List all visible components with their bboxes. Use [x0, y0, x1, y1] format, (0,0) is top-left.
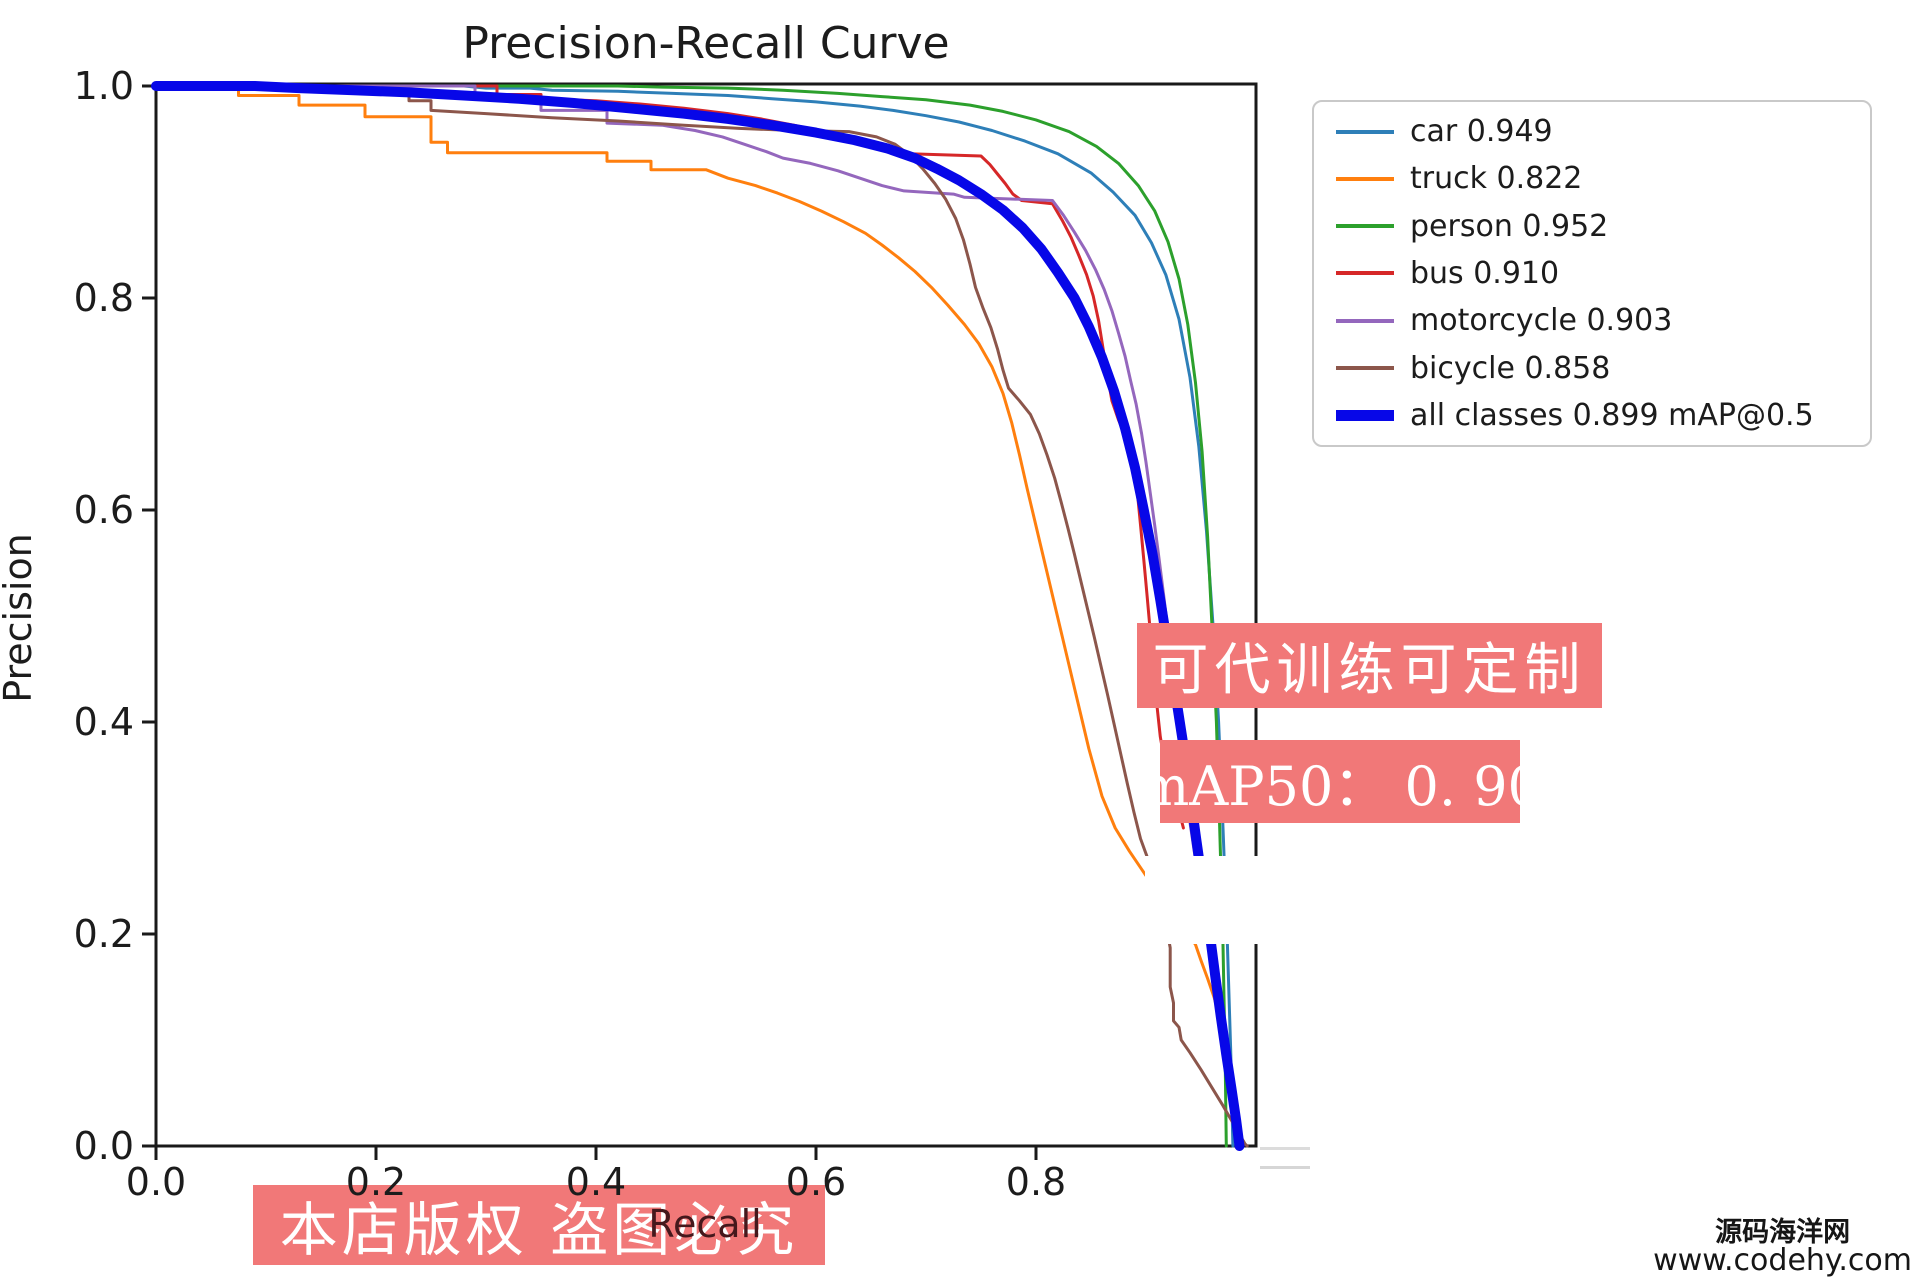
legend-label-bicycle: bicycle 0.858 — [1410, 350, 1611, 386]
watermark-banner-map50: mAP50： 0. 90 — [1138, 740, 1542, 823]
legend-label-all-classes: all classes 0.899 mAP@0.5 — [1410, 397, 1814, 433]
legend-line-sample-all-classes — [1336, 409, 1394, 421]
legend-item-motorcycle: motorcycle 0.903 — [1314, 299, 1870, 343]
x-tick-label-0.6: 0.6 — [785, 1160, 847, 1204]
legend-item-truck: truck 0.822 — [1314, 157, 1870, 201]
pr-curve-bicycle — [154, 84, 1249, 1148]
pr-curve-bus — [154, 84, 1185, 830]
y-tick-label-0.2: 0.2 — [73, 912, 134, 956]
pr-curve-truck — [154, 84, 1241, 1148]
legend-item-all-classes: all classes 0.899 mAP@0.5 — [1314, 393, 1870, 437]
pr-curve-motorcycle — [154, 84, 1243, 1148]
y-tick-label-0.8: 0.8 — [73, 276, 134, 320]
chart-legend: car 0.949 truck 0.822 person 0.952 bus 0.91… — [1312, 100, 1872, 447]
pr-curve-person — [154, 84, 1228, 1148]
site-watermark-url: www.codehy.com — [1653, 1243, 1912, 1278]
legend-item-bus: bus 0.910 — [1314, 251, 1870, 295]
x-tick-label-0.4: 0.4 — [565, 1160, 627, 1204]
watermark-banner-copyright: 本店版权 盗图必究 — [253, 1185, 825, 1265]
watermark-banner-custom-training: 可代训练可定制 — [1137, 623, 1602, 708]
x-tick-label-0.0: 0.0 — [125, 1160, 187, 1204]
legend-line-sample-person — [1336, 224, 1394, 229]
legend-label-car: car 0.949 — [1410, 114, 1553, 150]
legend-line-sample-motorcycle — [1336, 318, 1394, 323]
y-tick-label-0.6: 0.6 — [73, 488, 134, 532]
white-patch-overlay — [1145, 856, 1920, 944]
legend-label-motorcycle: motorcycle 0.903 — [1410, 303, 1673, 339]
pr-curve-car — [154, 84, 1235, 1148]
legend-line-sample-truck — [1336, 176, 1394, 181]
legend-line-sample-car — [1336, 129, 1394, 134]
site-watermark: 源码海洋网 www.codehy.com — [1653, 1219, 1912, 1276]
legend-item-car: car 0.949 — [1314, 110, 1870, 154]
legend-label-person: person 0.952 — [1410, 208, 1609, 244]
y-tick-label-0.0: 0.0 — [73, 1124, 134, 1168]
pr-curve-all_classes — [151, 81, 1245, 1151]
legend-line-sample-bus — [1336, 271, 1394, 276]
watermark-remnant — [1260, 1147, 1310, 1169]
chart-title: Precision-Recall Curve — [462, 18, 950, 69]
legend-item-bicycle: bicycle 0.858 — [1314, 346, 1870, 390]
y-tick-label-0.4: 0.4 — [73, 700, 134, 744]
x-tick-label-0.8: 0.8 — [1005, 1160, 1067, 1204]
y-tick-label-1.0: 1.0 — [73, 64, 134, 108]
x-tick-label-0.2: 0.2 — [345, 1160, 407, 1204]
x-axis-label: Recall — [648, 1202, 762, 1246]
legend-label-bus: bus 0.910 — [1410, 255, 1560, 291]
axes-spines — [154, 82, 1258, 1148]
legend-label-truck: truck 0.822 — [1410, 161, 1583, 197]
legend-line-sample-bicycle — [1336, 366, 1394, 371]
legend-item-person: person 0.952 — [1314, 204, 1870, 248]
site-watermark-name: 源码海洋网 — [1715, 1217, 1851, 1248]
